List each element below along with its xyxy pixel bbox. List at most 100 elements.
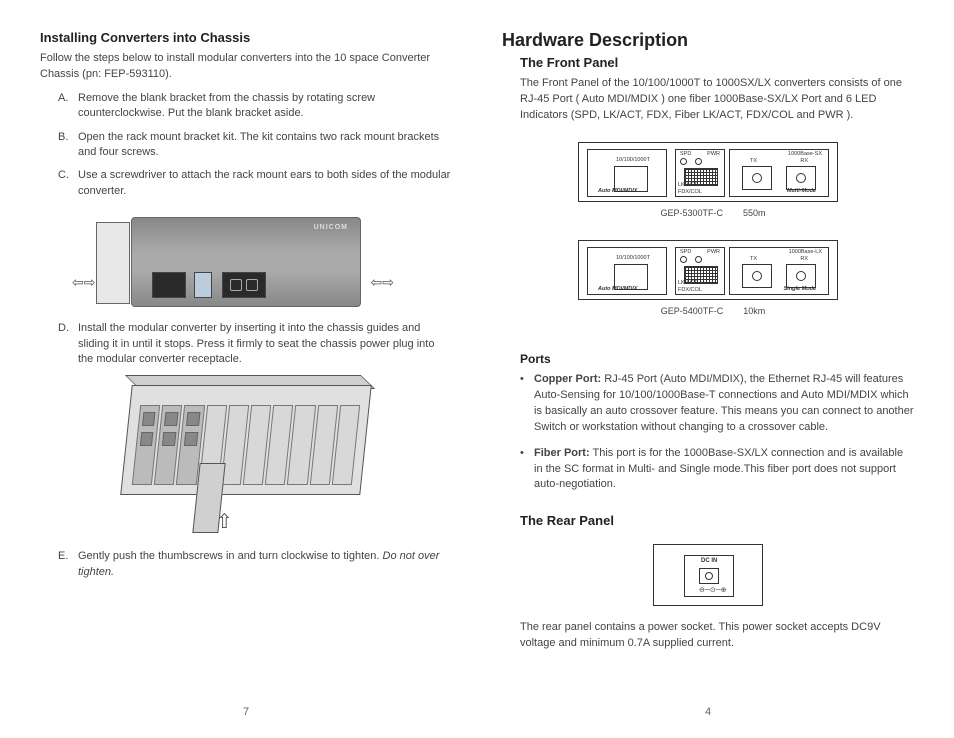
rj45-port-drawing [152,272,186,298]
led-section: SPD PWR LK/ACT FDX/COL [675,149,725,197]
left-heading: Installing Converters into Chassis [40,30,452,45]
figure-converter: UNICOM ⇦⇨ ⇦⇨ [40,217,452,307]
led-icon [695,158,702,165]
rj45-bottom-label: Auto MDI/MDIX [598,286,637,292]
led-pwr-label: PWR [707,249,720,255]
page-number-left: 7 [40,686,452,718]
panel-diagram-singlemode: 10/100/1000T Auto MDI/MDIX SPD PWR LK/AC… [578,240,838,300]
fiber-port-label: Fiber Port: [534,447,590,459]
hardware-description-heading: Hardware Description [502,30,914,51]
bullet-icon: • [520,372,528,436]
led-spd-label: SPD [680,151,691,157]
step-e-main: Gently push the thumbscrews in and turn … [78,550,383,562]
diag2-distance: 10km [743,306,765,316]
copper-port-label: Copper Port: [534,373,601,385]
step-e: E. Gently push the thumbscrews in and tu… [58,549,452,580]
sc-mode-label: Multi-Mode [787,188,816,194]
left-column: Installing Converters into Chassis Follo… [40,30,452,718]
step-c-label: C. [58,168,72,199]
rj45-section: 10/100/1000T Auto MDI/MDIX [587,149,667,197]
step-a-text: Remove the blank bracket from the chassi… [78,91,452,122]
sc-tx-label: TX [750,158,757,164]
rear-panel-heading: The Rear Panel [520,513,914,528]
chassis-drawing: ⇧ [106,385,386,535]
rear-panel-diagram: DC IN ⊖─⊙─⊕ [653,544,763,606]
arrow-up-icon: ⇧ [216,509,233,534]
right-column: Hardware Description The Front Panel The… [502,30,914,718]
sc-hole [246,279,258,291]
led-icon [680,256,687,263]
fiber-port-desc: This port is for the 1000Base-SX/LX conn… [534,447,903,491]
rear-panel-para: The rear panel contains a power socket. … [520,620,914,652]
bullet-icon: • [520,446,528,494]
diagram-2-caption: GEP-5400TF-C 10km [661,306,766,316]
led-pwr-label: PWR [707,151,720,157]
step-d-label: D. [58,321,72,367]
led-fdxcol-label: FDX/COL [678,189,702,195]
diagram-1-caption: GEP-5300TF-C 550m [660,208,765,218]
polarity-symbol: ⊖─⊙─⊕ [699,586,727,594]
step-d-text: Install the modular converter by inserti… [78,321,452,367]
led-spd-label: SPD [680,249,691,255]
converter-drawing: UNICOM ⇦⇨ ⇦⇨ [131,217,361,307]
led-section: SPD PWR LK/ACT FDX/COL [675,247,725,295]
diag1-distance: 550m [743,208,766,218]
ports-heading: Ports [520,352,914,366]
sc-hole [230,279,242,291]
front-plate [96,222,130,304]
diag1-model: GEP-5300TF-C [660,208,723,218]
copper-port-bullet: • Copper Port: RJ-45 Port (Auto MDI/MDIX… [520,372,914,436]
step-e-label: E. [58,549,72,580]
step-d: D. Install the modular converter by inse… [58,321,452,367]
sc-rx-label: RX [800,256,808,262]
step-c: C. Use a screwdriver to attach the rack … [58,168,452,199]
sc-mode-label: Single Mode [784,286,816,292]
rear-inner-box: DC IN ⊖─⊙─⊕ [684,555,734,597]
sc-tx-port-icon [742,166,772,190]
step-c-text: Use a screwdriver to attach the rack mou… [78,168,452,199]
chassis-slots [132,405,360,485]
rj45-bottom-label: Auto MDI/MDIX [598,188,637,194]
sc-section: 1000Base-LX TX RX Single Mode [729,247,829,295]
step-a: A. Remove the blank bracket from the cha… [58,91,452,122]
power-socket-icon [699,568,719,584]
sc-top-label: 1000Base-SX [788,151,822,157]
arrow-icon: ⇦⇨ [72,274,95,291]
step-b: B. Open the rack mount bracket kit. The … [58,130,452,161]
sc-tx-label: TX [750,256,757,262]
fiber-port-text: Fiber Port: This port is for the 1000Bas… [534,446,914,494]
dc-in-label: DC IN [701,558,717,564]
led-row [680,256,702,263]
step-b-text: Open the rack mount bracket kit. The kit… [78,130,452,161]
figure-chassis: ⇧ [40,385,452,535]
left-intro: Follow the steps below to install modula… [40,51,452,83]
rj45-section: 10/100/1000T Auto MDI/MDIX [587,247,667,295]
diag2-model: GEP-5400TF-C [661,306,724,316]
step-a-label: A. [58,91,72,122]
page-number-right: 4 [502,686,914,718]
brand-label: UNICOM [314,224,348,231]
panel-diagram-multimode: 10/100/1000T Auto MDI/MDIX SPD PWR LK/AC… [578,142,838,202]
front-panel-diagram-2: 10/100/1000T Auto MDI/MDIX SPD PWR LK/AC… [502,240,914,328]
sc-rx-port-icon [786,264,816,288]
led-icon [695,256,702,263]
sc-rx-label: RX [800,158,808,164]
led-icon [680,158,687,165]
led-lkact-label: LK/ACT [678,280,697,286]
sc-top-label: 1000Base-LX [789,249,822,255]
front-panel-heading: The Front Panel [520,55,914,70]
step-b-label: B. [58,130,72,161]
copper-port-text: Copper Port: RJ-45 Port (Auto MDI/MDIX),… [534,372,914,436]
front-panel-diagram-1: 10/100/1000T Auto MDI/MDIX SPD PWR LK/AC… [502,142,914,230]
sc-port-drawing [222,272,266,298]
sc-tx-port-icon [742,264,772,288]
rj45-top-label: 10/100/1000T [616,157,650,163]
sc-rx-port-icon [786,166,816,190]
arrow-icon: ⇦⇨ [371,274,394,291]
dip-switch-drawing [194,272,212,298]
fiber-port-bullet: • Fiber Port: This port is for the 1000B… [520,446,914,494]
led-row [680,158,702,165]
sc-section: 1000Base-SX TX RX Multi-Mode [729,149,829,197]
led-lkact-label: LK/ACT [678,182,697,188]
front-panel-para: The Front Panel of the 10/100/1000T to 1… [520,76,914,124]
